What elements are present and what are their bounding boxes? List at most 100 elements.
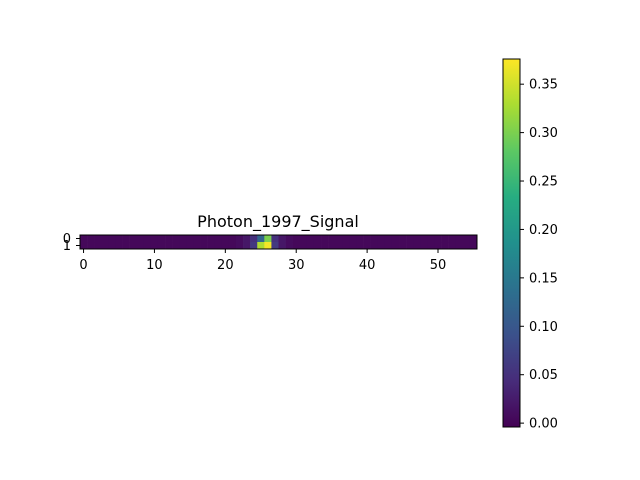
heatmap-cell — [214, 235, 223, 243]
heatmap-cell — [413, 242, 421, 250]
heatmap-cell — [469, 242, 478, 250]
heatmap-cell — [363, 242, 371, 250]
heatmap-cell — [342, 235, 350, 243]
colorbar-tick-label: 0.25 — [529, 175, 558, 190]
heatmap-cell — [285, 235, 293, 243]
heatmap-cell — [221, 242, 230, 250]
heatmap-cell — [101, 242, 109, 250]
x-tick-label: 30 — [288, 258, 305, 273]
heatmap-cell — [292, 242, 301, 250]
y-tick-label: 1 — [63, 239, 71, 254]
x-tick-label: 0 — [79, 258, 87, 273]
heatmap-cell — [391, 242, 400, 250]
heatmap-cell — [122, 235, 130, 243]
heatmap-cell — [172, 242, 180, 250]
heatmap-cell — [441, 242, 449, 250]
heatmap-cell — [384, 235, 393, 243]
heatmap-cell — [413, 235, 421, 243]
x-tick-label: 50 — [430, 258, 447, 273]
heatmap-cell — [207, 242, 215, 250]
heatmap-cell — [165, 235, 173, 243]
heatmap-cell — [243, 242, 251, 250]
heatmap-cell — [462, 242, 471, 250]
heatmap-cell — [235, 242, 244, 250]
heatmap-cell — [250, 235, 258, 243]
heatmap-cell — [342, 242, 350, 250]
heatmap-cell — [349, 242, 357, 250]
heatmap-cell — [469, 235, 478, 243]
heatmap-cell — [313, 242, 322, 250]
heatmap-cell — [80, 242, 88, 250]
heatmap-cell — [455, 235, 464, 243]
colorbar-axis: 0.00 0.05 0.10 0.15 0.20 0.25 0.30 0.35 — [520, 78, 558, 432]
heatmap-cell — [143, 242, 152, 250]
heatmap-cell — [335, 235, 343, 243]
heatmap-cell — [80, 235, 88, 243]
heatmap-cell — [122, 242, 130, 250]
heatmap-cell — [193, 242, 201, 250]
heatmap-cell — [462, 235, 471, 243]
heatmap-cell — [129, 235, 138, 243]
heatmap-cell — [193, 235, 201, 243]
heatmap-cell — [101, 235, 109, 243]
heatmap-cell — [87, 235, 95, 243]
x-axis: 0 10 20 30 40 50 — [79, 249, 446, 273]
heatmap-cell — [228, 235, 237, 243]
heatmap-cell — [172, 235, 180, 243]
heatmap-cell — [87, 242, 95, 250]
heatmap-cell — [328, 235, 336, 243]
heatmap-cell — [179, 235, 187, 243]
heatmap-cell — [186, 242, 194, 250]
heatmap-cell — [186, 235, 194, 243]
heatmap-cell — [313, 235, 322, 243]
heatmap-cell — [115, 235, 123, 243]
heatmap-cell — [448, 235, 457, 243]
colorbar-tick-label: 0.15 — [529, 271, 558, 286]
heatmap-cell — [150, 235, 159, 243]
y-axis: 01 — [63, 232, 80, 254]
heatmap-cell — [285, 242, 293, 250]
heatmap-cell — [129, 242, 138, 250]
heatmap-cell — [157, 235, 166, 243]
heatmap-cell — [271, 235, 279, 243]
heatmap-cell — [150, 242, 159, 250]
heatmap-cell — [207, 235, 215, 243]
heatmap-cell — [321, 242, 329, 250]
heatmap-cell — [455, 242, 464, 250]
heatmap-cell — [391, 235, 400, 243]
chart-title: Photon_1997_Signal — [197, 212, 359, 232]
heatmap-cell — [250, 242, 258, 250]
heatmap-cell — [214, 242, 223, 250]
y-tick-label: 0 — [63, 232, 71, 247]
heatmap-cell — [335, 242, 343, 250]
heatmap-cell — [377, 242, 386, 250]
heatmap-cell — [108, 242, 116, 250]
heatmap-cell — [94, 242, 102, 250]
colorbar-tick-label: 0.20 — [529, 223, 558, 238]
heatmap-cell — [299, 235, 308, 243]
heatmap-cell — [406, 235, 414, 243]
heatmap-cell — [406, 242, 414, 250]
heatmap-cell — [434, 242, 442, 250]
heatmap-cell — [306, 242, 315, 250]
heatmap-cell — [278, 242, 286, 250]
heatmap-cell — [228, 242, 237, 250]
heatmap-cell — [370, 242, 379, 250]
heatmap-cell — [363, 235, 371, 243]
heatmap — [80, 235, 478, 250]
heatmap-cell — [108, 235, 116, 243]
heatmap-cell — [136, 242, 145, 250]
heatmap-cell — [321, 235, 329, 243]
heatmap-cell — [448, 242, 457, 250]
heatmap-cell — [306, 235, 315, 243]
heatmap-cell — [328, 242, 336, 250]
heatmap-cell — [420, 242, 428, 250]
heatmap-cell — [441, 235, 449, 243]
colorbar-tick-label: 0.05 — [529, 368, 558, 383]
heatmap-cell — [278, 235, 286, 243]
heatmap-cell — [115, 242, 123, 250]
heatmap-cell — [356, 242, 364, 250]
x-tick-label: 10 — [146, 258, 163, 273]
